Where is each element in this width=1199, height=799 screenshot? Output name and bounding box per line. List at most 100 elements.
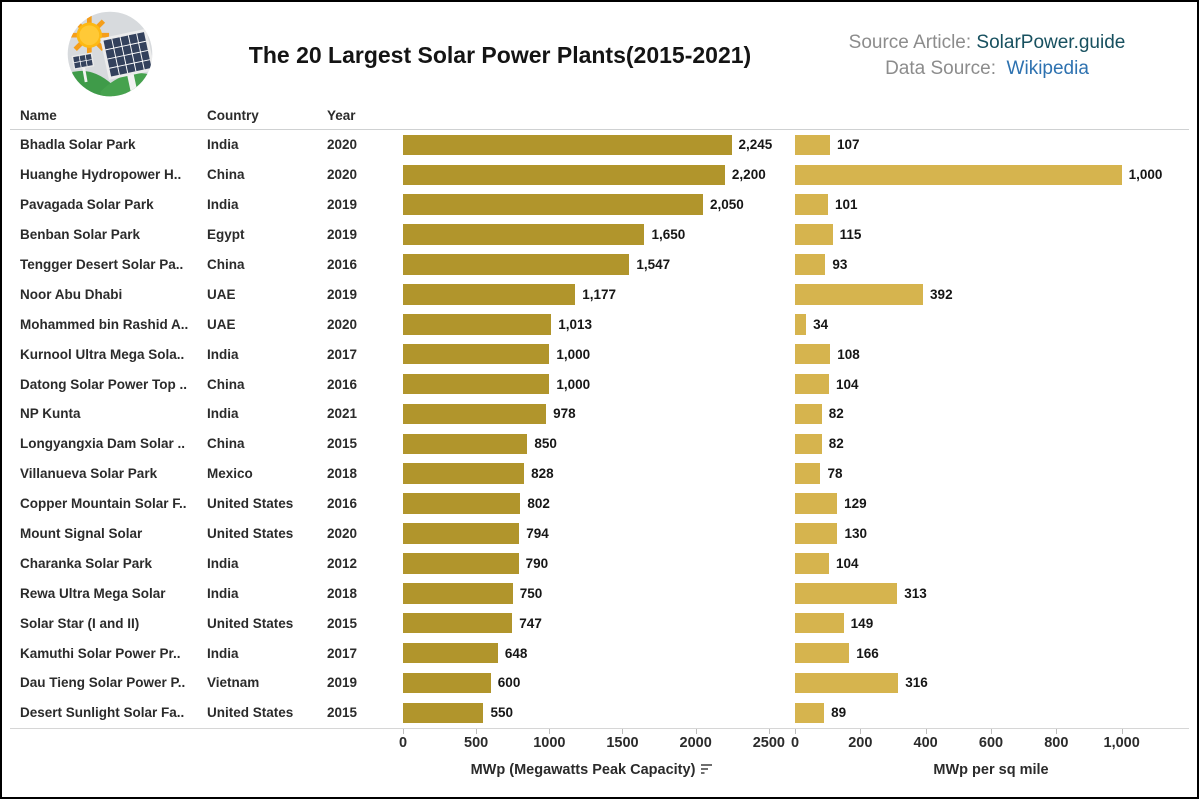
plant-year: 2020 xyxy=(327,526,358,542)
mwp-plot-cell: 1,000 xyxy=(403,339,782,369)
density-bar[interactable] xyxy=(795,553,829,574)
plant-country: India xyxy=(207,197,239,213)
mwp-value: 1,000 xyxy=(556,346,591,362)
plant-country: UAE xyxy=(207,286,236,302)
density-bar[interactable] xyxy=(795,583,898,604)
mwp-bar[interactable] xyxy=(403,463,525,484)
mwp-plot-cell: 1,650 xyxy=(403,220,782,250)
density-plot-cell: 101 xyxy=(795,190,1187,220)
density-bar[interactable] xyxy=(795,373,829,395)
plant-year: 2020 xyxy=(327,167,358,183)
plant-country: India xyxy=(207,346,239,362)
column-header-year[interactable]: Year xyxy=(327,108,356,123)
density-bar[interactable] xyxy=(795,314,807,335)
density-bar[interactable] xyxy=(795,493,838,514)
mwp-bar[interactable] xyxy=(403,343,550,365)
density-plot-cell: 104 xyxy=(795,548,1187,578)
density-value: 78 xyxy=(827,466,843,482)
mwp-bar[interactable] xyxy=(403,612,513,634)
mwp-value: 550 xyxy=(490,705,513,721)
column-header-country[interactable]: Country xyxy=(207,108,259,123)
wikipedia-link[interactable]: Wikipedia xyxy=(1006,58,1089,79)
mwp-plot-cell: 2,050 xyxy=(403,190,782,220)
plant-year: 2018 xyxy=(327,466,358,482)
mwp-bar[interactable] xyxy=(403,702,484,724)
mwp-bar[interactable] xyxy=(403,583,513,604)
plant-name: NP Kunta xyxy=(20,406,81,422)
data-source-line: Data Source: Wikipedia xyxy=(792,56,1182,82)
mwp-value: 2,200 xyxy=(731,167,766,183)
mwp-bar[interactable] xyxy=(403,373,550,395)
density-value: 93 xyxy=(832,257,848,272)
plant-year: 2015 xyxy=(327,615,358,631)
plant-year: 2016 xyxy=(327,257,358,272)
table-row: Solar Star (I and II) United States 2015… xyxy=(2,608,1197,638)
mwp-bar[interactable] xyxy=(403,523,520,544)
mwp-bar[interactable] xyxy=(403,224,645,245)
table-row: Dau Tieng Solar Power P.. Vietnam 2019 6… xyxy=(2,668,1197,698)
density-bar[interactable] xyxy=(795,343,831,365)
density-bar[interactable] xyxy=(795,672,899,694)
density-bar[interactable] xyxy=(795,612,844,634)
table-row: Bhadla Solar Park India 2020 2,245 107 xyxy=(2,130,1197,160)
plant-country: Mexico xyxy=(207,466,253,482)
mwp-bar[interactable] xyxy=(403,403,547,425)
mwp-bar[interactable] xyxy=(403,433,528,455)
density-bar[interactable] xyxy=(795,523,838,544)
density-plot-cell: 149 xyxy=(795,608,1187,638)
density-plot-cell: 108 xyxy=(795,339,1187,369)
plant-year: 2021 xyxy=(327,406,358,422)
plant-name: Tengger Desert Solar Pa.. xyxy=(20,257,184,272)
mwp-plot-cell: 550 xyxy=(403,698,782,728)
column-header-name[interactable]: Name xyxy=(20,108,57,123)
axis-tick xyxy=(622,729,624,734)
density-plot-cell: 82 xyxy=(795,399,1187,429)
mwp-bar[interactable] xyxy=(403,134,732,156)
density-bar[interactable] xyxy=(795,224,833,245)
density-plot-cell: 316 xyxy=(795,668,1187,698)
table-row: Datong Solar Power Top .. China 2016 1,0… xyxy=(2,369,1197,399)
plant-country: UAE xyxy=(207,316,236,332)
mwp-bar[interactable] xyxy=(403,194,703,215)
mwp-value: 802 xyxy=(527,496,550,512)
mwp-bar[interactable] xyxy=(403,553,519,574)
density-bar[interactable] xyxy=(795,463,821,484)
plant-year: 2015 xyxy=(327,705,358,721)
mwp-value: 828 xyxy=(531,466,554,482)
plant-country: India xyxy=(207,555,239,571)
table-row: Mohammed bin Rashid A.. UAE 2020 1,013 3… xyxy=(2,309,1197,339)
plant-name: Solar Star (I and II) xyxy=(20,615,140,631)
density-value: 108 xyxy=(837,346,860,362)
density-bar[interactable] xyxy=(795,164,1122,186)
mwp-bar[interactable] xyxy=(403,164,725,186)
axis-tick-label: 0 xyxy=(398,735,408,751)
density-bar[interactable] xyxy=(795,134,830,156)
mwp-value: 2,245 xyxy=(738,137,773,153)
density-value: 166 xyxy=(856,645,879,661)
solar-plant-logo-icon xyxy=(67,11,153,97)
mwp-plot-cell: 648 xyxy=(403,638,782,668)
plant-year: 2019 xyxy=(327,675,358,691)
density-value: 149 xyxy=(850,615,874,631)
mwp-bar[interactable] xyxy=(403,493,521,514)
small-solar-panel xyxy=(71,52,95,83)
density-value: 130 xyxy=(844,526,867,542)
mwp-bar[interactable] xyxy=(403,284,576,305)
mwp-bar[interactable] xyxy=(403,254,630,275)
sort-descending-icon[interactable] xyxy=(701,764,714,775)
density-bar[interactable] xyxy=(795,194,828,215)
large-solar-panel xyxy=(100,28,153,97)
density-bar[interactable] xyxy=(795,403,822,425)
density-plot-cell: 78 xyxy=(795,459,1187,489)
density-bar[interactable] xyxy=(795,702,825,724)
density-plot-cell: 82 xyxy=(795,429,1187,459)
mwp-bar[interactable] xyxy=(403,642,498,664)
density-bar[interactable] xyxy=(795,433,822,455)
density-bar[interactable] xyxy=(795,284,924,305)
source-article-link[interactable]: SolarPower.guide xyxy=(976,32,1126,53)
density-bar[interactable] xyxy=(795,254,826,275)
mwp-bar[interactable] xyxy=(403,672,491,694)
density-bar[interactable] xyxy=(795,642,850,664)
mwp-axis-title: MWp (Megawatts Peak Capacity) xyxy=(403,762,782,778)
mwp-bar[interactable] xyxy=(403,314,552,335)
